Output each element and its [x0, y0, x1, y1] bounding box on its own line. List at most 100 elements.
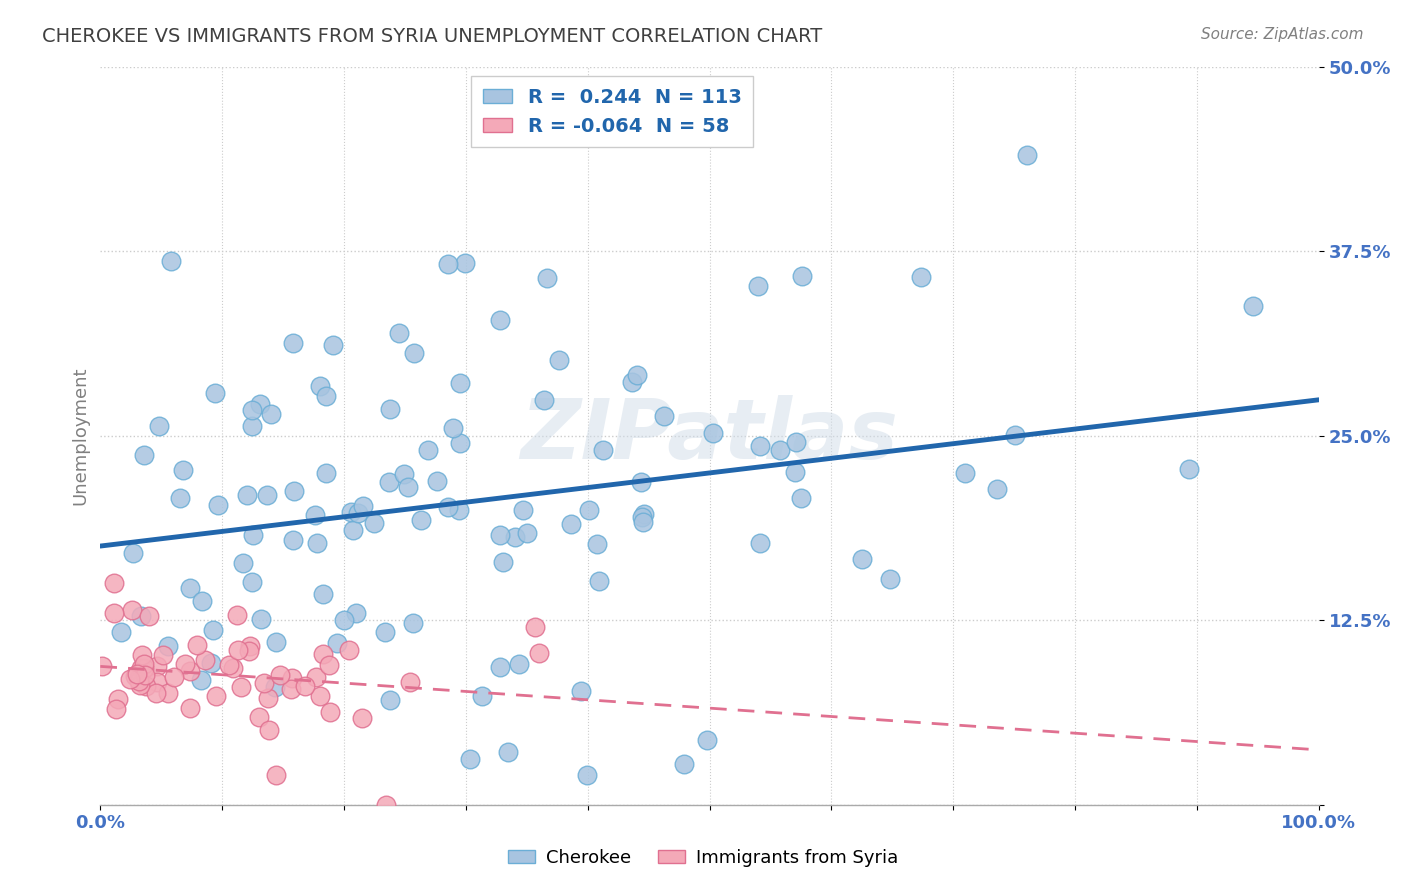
Point — [696, 733, 718, 747]
Point — [337, 643, 360, 657]
Point — [128, 674, 150, 689]
Point — [103, 576, 125, 591]
Point — [749, 439, 772, 453]
Point — [318, 657, 340, 672]
Point — [125, 667, 148, 681]
Legend: Cherokee, Immigrants from Syria: Cherokee, Immigrants from Syria — [501, 842, 905, 874]
Point — [305, 669, 328, 683]
Point — [269, 667, 291, 681]
Point — [257, 691, 280, 706]
Point — [202, 623, 225, 637]
Text: Source: ZipAtlas.com: Source: ZipAtlas.com — [1201, 27, 1364, 42]
Point — [1241, 299, 1264, 313]
Point — [124, 669, 146, 683]
Point — [346, 506, 368, 520]
Point — [621, 376, 644, 390]
Point — [673, 756, 696, 771]
Point — [404, 346, 426, 360]
Point — [342, 523, 364, 537]
Point — [121, 603, 143, 617]
Point — [281, 671, 304, 685]
Point — [633, 507, 655, 521]
Point — [160, 254, 183, 268]
Point — [398, 674, 420, 689]
Point — [426, 474, 449, 488]
Point — [851, 552, 873, 566]
Point — [1004, 428, 1026, 442]
Point — [702, 426, 724, 441]
Point — [378, 475, 401, 489]
Point — [129, 661, 152, 675]
Point — [512, 503, 534, 517]
Point — [536, 271, 558, 285]
Point — [132, 448, 155, 462]
Point — [790, 491, 813, 505]
Point — [264, 635, 287, 649]
Point — [146, 675, 169, 690]
Point — [207, 498, 229, 512]
Text: CHEROKEE VS IMMIGRANTS FROM SYRIA UNEMPLOYMENT CORRELATION CHART: CHEROKEE VS IMMIGRANTS FROM SYRIA UNEMPL… — [42, 27, 823, 45]
Point — [344, 607, 367, 621]
Point — [179, 581, 201, 595]
Point — [340, 505, 363, 519]
Point — [1178, 462, 1201, 476]
Point — [785, 435, 807, 450]
Point — [449, 503, 471, 517]
Point — [190, 673, 212, 687]
Point — [186, 638, 208, 652]
Point — [790, 268, 813, 283]
Point — [547, 352, 569, 367]
Point — [785, 465, 807, 479]
Point — [307, 536, 329, 550]
Point — [242, 528, 264, 542]
Point — [256, 488, 278, 502]
Point — [204, 385, 226, 400]
Point — [242, 574, 264, 589]
Point — [107, 692, 129, 706]
Point — [172, 463, 194, 477]
Point — [747, 279, 769, 293]
Point — [148, 418, 170, 433]
Point — [247, 710, 270, 724]
Point — [533, 392, 555, 407]
Point — [630, 475, 652, 489]
Point — [374, 625, 396, 640]
Point — [322, 338, 344, 352]
Point — [363, 516, 385, 530]
Point — [169, 491, 191, 506]
Point — [221, 660, 243, 674]
Point — [332, 613, 354, 627]
Point — [569, 684, 592, 698]
Point — [179, 665, 201, 679]
Point — [350, 711, 373, 725]
Point — [749, 536, 772, 550]
Point — [441, 421, 464, 435]
Point — [238, 644, 260, 658]
Point — [309, 378, 332, 392]
Point — [488, 313, 510, 327]
Point — [626, 368, 648, 382]
Point — [312, 647, 335, 661]
Point — [280, 681, 302, 696]
Y-axis label: Unemployment: Unemployment — [72, 367, 89, 505]
Point — [283, 484, 305, 499]
Point — [392, 467, 415, 481]
Point — [503, 530, 526, 544]
Point — [631, 515, 654, 529]
Point — [129, 678, 152, 692]
Point — [458, 752, 481, 766]
Point — [146, 659, 169, 673]
Point — [179, 700, 201, 714]
Point — [588, 574, 610, 589]
Point — [910, 270, 932, 285]
Point — [378, 692, 401, 706]
Point — [312, 587, 335, 601]
Point — [193, 653, 215, 667]
Point — [516, 525, 538, 540]
Point — [560, 516, 582, 531]
Point — [281, 335, 304, 350]
Point — [138, 609, 160, 624]
Point — [281, 533, 304, 548]
Point — [489, 528, 512, 542]
Point — [128, 672, 150, 686]
